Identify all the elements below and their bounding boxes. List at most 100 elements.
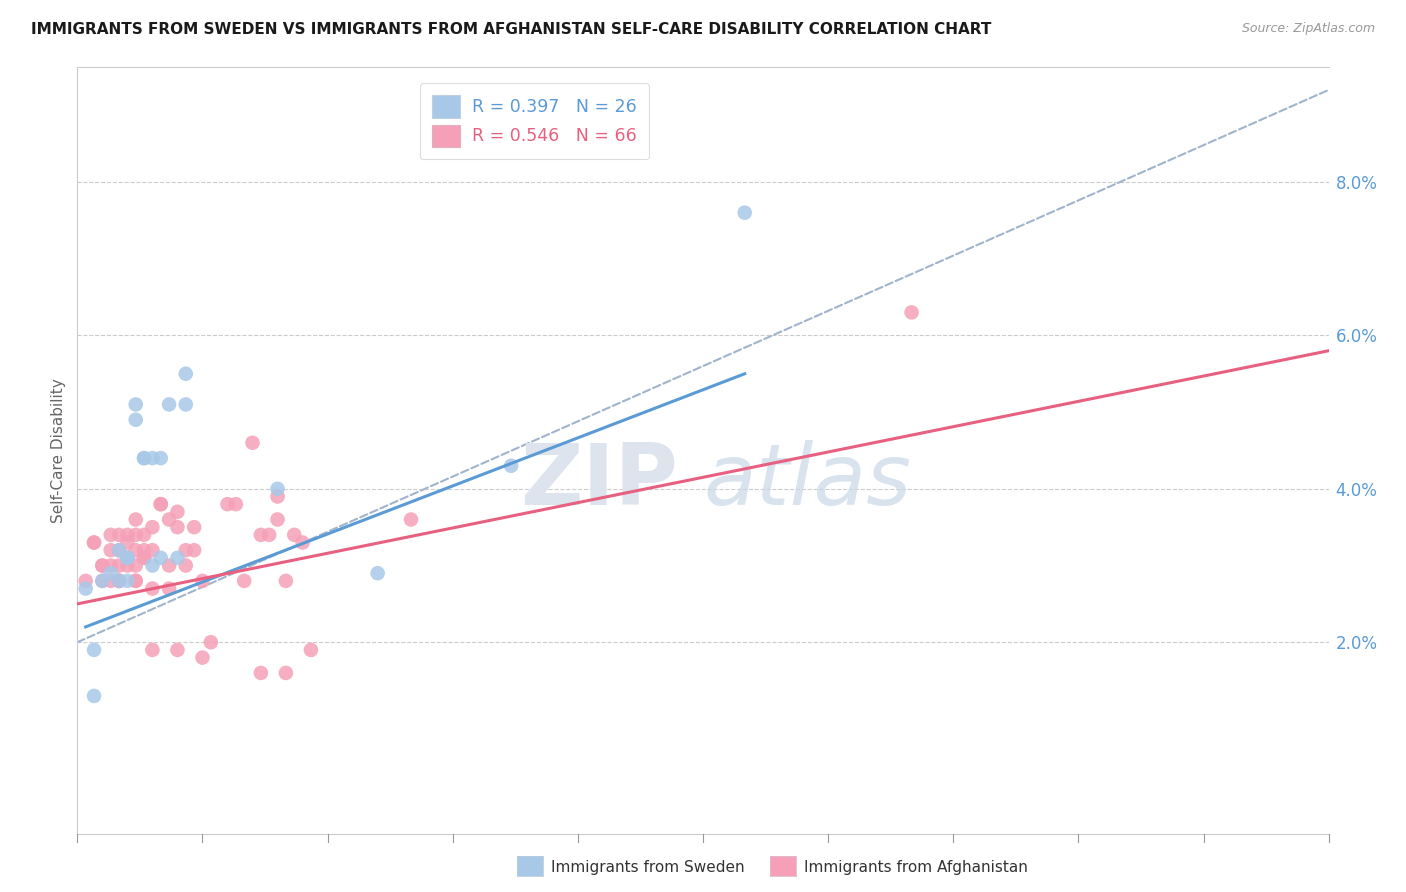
Point: [75, 582, 97, 596]
Point: [125, 574, 148, 588]
Point: [900, 305, 922, 319]
Point: [217, 497, 239, 511]
Legend: R = 0.397   N = 26, R = 0.546   N = 66: R = 0.397 N = 26, R = 0.546 N = 66: [419, 83, 648, 159]
Point: [367, 566, 389, 581]
Point: [100, 558, 122, 573]
Point: [174, 543, 197, 558]
Point: [200, 635, 222, 649]
Point: [501, 458, 523, 473]
Point: [266, 512, 288, 526]
Point: [141, 643, 163, 657]
Point: [108, 543, 131, 558]
Point: [108, 574, 131, 588]
Point: [83, 689, 105, 703]
Point: [141, 520, 163, 534]
Point: [141, 543, 163, 558]
Point: [117, 550, 139, 565]
Point: [91, 558, 114, 573]
Point: [108, 574, 131, 588]
Point: [166, 550, 188, 565]
Point: [191, 574, 214, 588]
Point: [174, 397, 197, 411]
Point: [83, 643, 105, 657]
Point: [83, 535, 105, 549]
Point: [141, 451, 163, 466]
Point: [149, 497, 172, 511]
Point: [75, 574, 97, 588]
Point: [283, 528, 305, 542]
Point: [183, 543, 205, 558]
Point: [117, 550, 139, 565]
Point: [233, 574, 256, 588]
Point: [108, 574, 131, 588]
Point: [257, 528, 280, 542]
Text: ZIP: ZIP: [520, 440, 678, 523]
Point: [117, 550, 139, 565]
Point: [108, 574, 131, 588]
Point: [117, 535, 139, 549]
Point: [157, 558, 180, 573]
Point: [91, 558, 114, 573]
Point: [100, 574, 122, 588]
Text: IMMIGRANTS FROM SWEDEN VS IMMIGRANTS FROM AFGHANISTAN SELF-CARE DISABILITY CORRE: IMMIGRANTS FROM SWEDEN VS IMMIGRANTS FRO…: [31, 22, 991, 37]
Point: [174, 367, 197, 381]
Point: [108, 558, 131, 573]
Point: [100, 543, 122, 558]
Point: [125, 397, 148, 411]
Point: [117, 558, 139, 573]
Point: [250, 665, 273, 680]
Point: [132, 550, 155, 565]
Point: [166, 520, 188, 534]
Text: atlas: atlas: [703, 440, 911, 523]
Point: [141, 558, 163, 573]
Point: [183, 520, 205, 534]
Point: [191, 650, 214, 665]
Point: [299, 643, 322, 657]
Point: [242, 435, 264, 450]
Point: [734, 205, 756, 219]
Point: [166, 643, 188, 657]
Point: [166, 505, 188, 519]
Text: Immigrants from Sweden: Immigrants from Sweden: [551, 860, 745, 874]
Point: [108, 528, 131, 542]
Point: [174, 558, 197, 573]
Point: [132, 543, 155, 558]
Point: [125, 512, 148, 526]
Point: [125, 543, 148, 558]
Point: [125, 413, 148, 427]
Point: [157, 512, 180, 526]
Point: [266, 490, 288, 504]
Point: [291, 535, 314, 549]
Point: [125, 574, 148, 588]
Point: [141, 582, 163, 596]
Point: [149, 550, 172, 565]
Point: [132, 550, 155, 565]
Point: [100, 528, 122, 542]
Point: [157, 397, 180, 411]
Point: [225, 497, 247, 511]
Point: [125, 528, 148, 542]
Point: [117, 574, 139, 588]
Point: [149, 451, 172, 466]
Point: [125, 558, 148, 573]
Point: [132, 451, 155, 466]
Point: [132, 451, 155, 466]
Text: Source: ZipAtlas.com: Source: ZipAtlas.com: [1241, 22, 1375, 36]
Point: [157, 582, 180, 596]
Point: [117, 528, 139, 542]
Point: [117, 550, 139, 565]
Point: [399, 512, 422, 526]
Point: [83, 535, 105, 549]
Point: [91, 574, 114, 588]
Point: [266, 482, 288, 496]
Point: [149, 497, 172, 511]
Point: [250, 528, 273, 542]
Point: [108, 543, 131, 558]
Point: [100, 566, 122, 581]
Point: [132, 528, 155, 542]
Point: [274, 574, 297, 588]
Point: [274, 665, 297, 680]
Text: Immigrants from Afghanistan: Immigrants from Afghanistan: [804, 860, 1028, 874]
Point: [91, 574, 114, 588]
Y-axis label: Self-Care Disability: Self-Care Disability: [51, 378, 66, 523]
